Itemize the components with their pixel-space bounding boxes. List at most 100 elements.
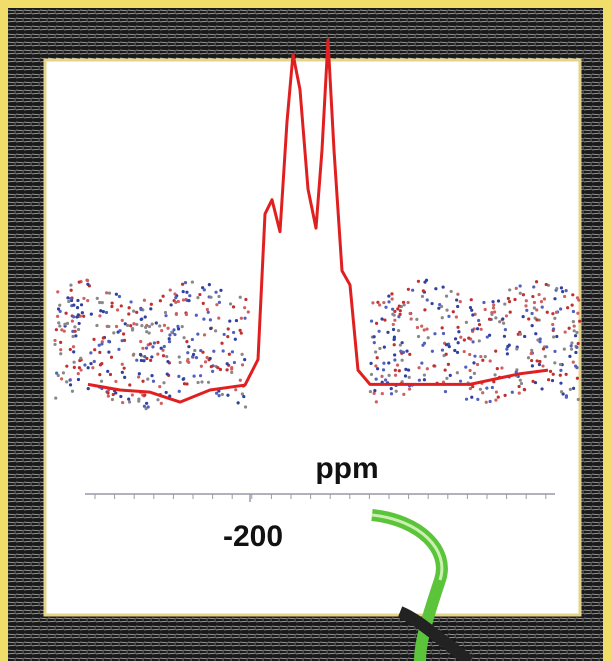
molecule-atom <box>70 389 75 393</box>
molecule-atom <box>185 290 189 294</box>
molecule-atom <box>433 332 437 336</box>
molecule-atom <box>182 336 186 340</box>
molecule-atom <box>526 356 531 360</box>
molecule-atom <box>515 347 519 351</box>
molecule-atom <box>205 355 209 360</box>
molecule-atom <box>127 306 131 310</box>
molecule-atom <box>532 306 536 310</box>
molecule-atom <box>369 372 374 377</box>
molecule-atom <box>378 346 382 351</box>
molecule-atom <box>529 351 533 356</box>
molecule-atom <box>458 300 462 304</box>
molecule-atom <box>209 365 213 369</box>
molecule-atom <box>382 300 386 305</box>
molecule-atom <box>490 385 494 390</box>
molecule-atom <box>420 324 424 328</box>
molecule-atom <box>238 378 242 382</box>
arrow-highlight <box>371 513 444 581</box>
molecule-atom <box>180 325 184 329</box>
molecule-atom <box>240 352 244 356</box>
molecule-atom <box>83 363 87 367</box>
molecule-atom <box>518 378 522 382</box>
molecule-atom <box>112 331 116 335</box>
molecule-atom <box>393 353 397 357</box>
molecule-atom <box>514 286 518 291</box>
molecule-atom <box>236 401 240 405</box>
molecule-atom <box>415 317 419 321</box>
molecule-atom <box>226 334 230 339</box>
molecule-atom <box>471 313 475 317</box>
molecule-atom <box>487 333 492 337</box>
molecule-atom <box>577 298 581 302</box>
molecule-atom <box>462 349 466 354</box>
molecule-atom <box>558 362 563 367</box>
molecule-atom <box>400 358 404 362</box>
molecule-atom <box>391 307 395 311</box>
molecule-atom <box>123 322 127 326</box>
molecule-atom <box>441 285 445 289</box>
molecule-atom <box>151 379 156 383</box>
molecule-atom <box>538 359 542 364</box>
molecule-atom <box>57 321 61 325</box>
molecule-atom <box>505 347 509 351</box>
molecule-atom <box>158 324 162 328</box>
molecule-atom <box>243 405 248 409</box>
molecule-atom <box>401 350 406 355</box>
molecule-atom <box>79 356 83 360</box>
molecule-atom <box>181 289 185 294</box>
molecule-atom <box>374 321 379 325</box>
molecule-atom <box>423 308 427 312</box>
molecule-atom <box>530 358 534 363</box>
molecule-atom <box>95 323 99 328</box>
molecule-atom <box>380 391 384 396</box>
molecule-atom <box>387 300 391 304</box>
molecule-atom <box>569 344 573 348</box>
molecule-atom <box>211 369 215 373</box>
molecule-atom <box>416 334 421 339</box>
molecule-atom <box>444 343 449 347</box>
molecule-atom <box>71 329 75 333</box>
molecule-atom <box>196 296 200 300</box>
molecule-atom <box>424 278 429 282</box>
molecule-atom <box>392 337 396 341</box>
molecule-atom <box>503 302 507 306</box>
molecule-atom <box>139 339 143 344</box>
molecule-atom <box>393 358 397 362</box>
molecule-atom <box>372 341 376 345</box>
molecule-atom <box>534 332 538 336</box>
molecule-atom <box>568 387 572 391</box>
molecule-atom <box>65 380 69 384</box>
molecule-atom <box>545 345 549 349</box>
molecule-atom <box>107 339 111 343</box>
molecule-atom <box>97 343 101 347</box>
molecule-atom <box>162 323 167 327</box>
molecule-atom <box>73 329 77 333</box>
molecule-atom <box>457 330 461 334</box>
molecule-atom <box>378 303 382 307</box>
molecule-atom <box>79 303 84 307</box>
molecule-atom <box>68 378 72 382</box>
molecule-atom <box>76 327 81 332</box>
minor-ticks <box>94 494 547 499</box>
molecule-atom <box>61 371 66 375</box>
molecule-atom <box>100 342 104 346</box>
molecule-atom <box>243 316 247 320</box>
molecule-atom <box>504 314 509 318</box>
molecule-atom <box>551 327 556 331</box>
molecule-atom <box>104 310 109 315</box>
molecule-atom <box>137 399 141 403</box>
molecule-atom <box>550 379 555 383</box>
molecule-atom <box>230 350 235 354</box>
molecule-atom <box>243 306 247 310</box>
molecule-atom <box>217 393 221 398</box>
molecule-atom <box>147 331 151 335</box>
molecule-atom <box>58 309 62 313</box>
molecule-atom <box>227 352 231 356</box>
molecule-atom <box>199 364 203 368</box>
molecule-atom <box>54 396 58 400</box>
molecule-atom <box>201 286 205 290</box>
molecule-atom <box>455 371 459 375</box>
molecule-atom <box>471 340 475 344</box>
molecule-atom <box>395 363 400 367</box>
molecule-atom <box>420 361 424 365</box>
